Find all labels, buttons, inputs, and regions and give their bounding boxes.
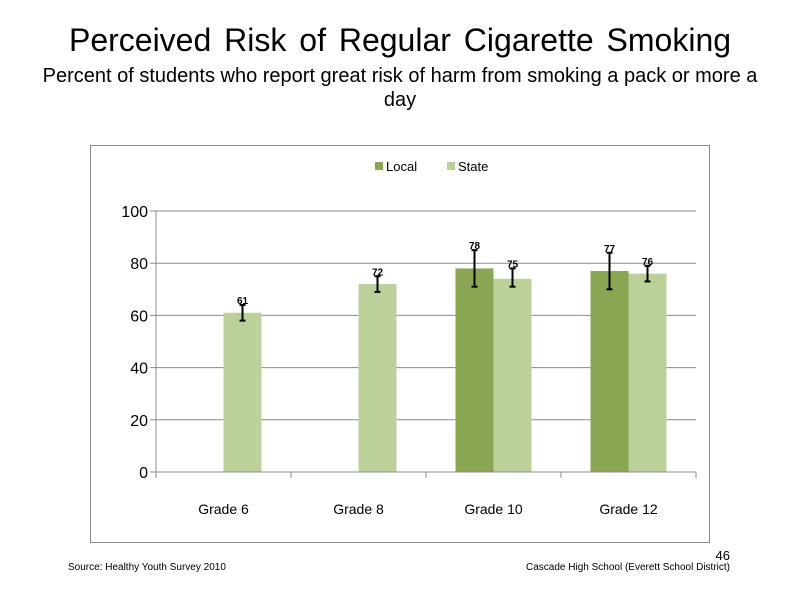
y-tick-label: 60 bbox=[130, 308, 148, 325]
y-tick-label: 80 bbox=[130, 256, 148, 273]
legend-swatch-local bbox=[375, 162, 383, 170]
chart-frame: 0 20 40 60 80 100 Grade 6 Grade 8 Grade 10 Grade … bbox=[90, 145, 710, 543]
bar-state bbox=[628, 273, 667, 472]
data-label: 76 bbox=[642, 257, 654, 268]
data-label: 61 bbox=[237, 296, 249, 307]
page-number: 46 bbox=[715, 548, 730, 563]
data-label: 72 bbox=[372, 267, 384, 278]
legend-label-local: Local bbox=[386, 159, 417, 174]
bar-local bbox=[455, 268, 494, 472]
x-tick-label: Grade 12 bbox=[599, 501, 658, 517]
bar-state bbox=[358, 284, 397, 472]
source-note: Source: Healthy Youth Survey 2010 bbox=[68, 562, 226, 573]
legend-label-state: State bbox=[458, 159, 488, 174]
data-label: 75 bbox=[507, 259, 519, 270]
slide-subtitle: Percent of students who report great ris… bbox=[42, 65, 758, 111]
bar-chart: 0 20 40 60 80 100 Grade 6 Grade 8 Grade 10 Grade … bbox=[121, 159, 697, 517]
data-label: 77 bbox=[604, 244, 616, 255]
y-tick-label: 40 bbox=[130, 361, 148, 378]
bar-local bbox=[590, 271, 629, 472]
data-label: 78 bbox=[469, 241, 481, 252]
bar-state bbox=[223, 312, 262, 472]
y-tick-label: 20 bbox=[130, 413, 148, 430]
y-tick-label: 0 bbox=[139, 465, 148, 482]
school-name: Cascade High School (Everett School Dist… bbox=[526, 562, 730, 573]
legend-swatch-state bbox=[447, 162, 455, 170]
y-tick-label: 100 bbox=[121, 204, 148, 221]
x-tick-label: Grade 8 bbox=[333, 501, 384, 517]
slide-title: Perceived Risk of Regular Cigarette Smok… bbox=[68, 22, 732, 58]
bar-state bbox=[493, 278, 532, 472]
x-tick-label: Grade 10 bbox=[464, 501, 523, 517]
x-tick-label: Grade 6 bbox=[198, 501, 249, 517]
